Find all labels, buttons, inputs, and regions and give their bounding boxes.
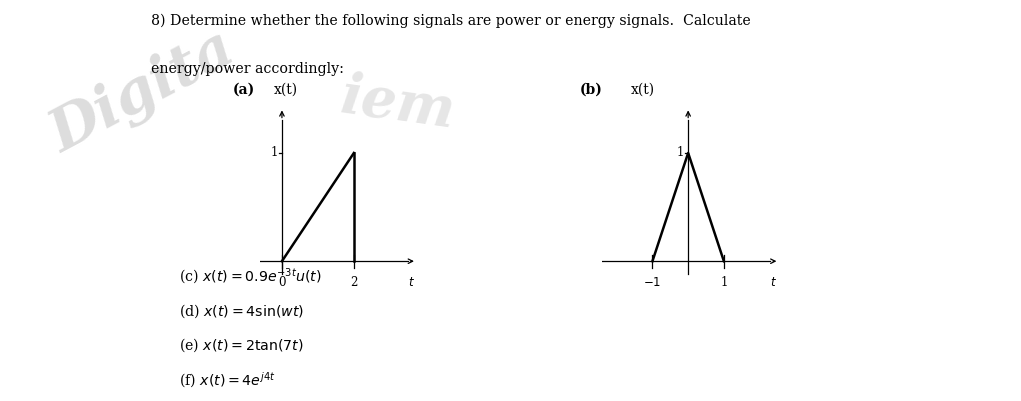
- Text: (d) $x(t) = 4\sin(wt)$: (d) $x(t) = 4\sin(wt)$: [179, 303, 303, 320]
- Text: (b): (b): [580, 82, 602, 96]
- Text: $t$: $t$: [771, 276, 777, 290]
- Text: 8) Determine whether the following signals are power or energy signals.  Calcula: 8) Determine whether the following signa…: [151, 14, 750, 28]
- Text: 1: 1: [720, 276, 728, 290]
- Text: (e) $x(t) = 2\tan(7t)$: (e) $x(t) = 2\tan(7t)$: [179, 337, 303, 354]
- Text: (f) $x(t) = 4e^{j4t}$: (f) $x(t) = 4e^{j4t}$: [179, 371, 276, 391]
- Text: 1: 1: [271, 146, 278, 160]
- Text: x(t): x(t): [274, 82, 298, 96]
- Text: (a): (a): [233, 82, 255, 96]
- Text: iem: iem: [337, 70, 458, 140]
- Text: $-1$: $-1$: [643, 276, 662, 290]
- Text: 2: 2: [350, 276, 357, 290]
- Text: energy/power accordingly:: energy/power accordingly:: [151, 62, 344, 76]
- Text: (c) $x(t) = 0.9e^{-3t}u(t)$: (c) $x(t) = 0.9e^{-3t}u(t)$: [179, 267, 322, 287]
- Text: 1: 1: [677, 146, 684, 160]
- Text: $t$: $t$: [408, 276, 415, 290]
- Text: 0: 0: [278, 276, 286, 290]
- Text: x(t): x(t): [631, 82, 655, 96]
- Text: Digita: Digita: [41, 21, 245, 165]
